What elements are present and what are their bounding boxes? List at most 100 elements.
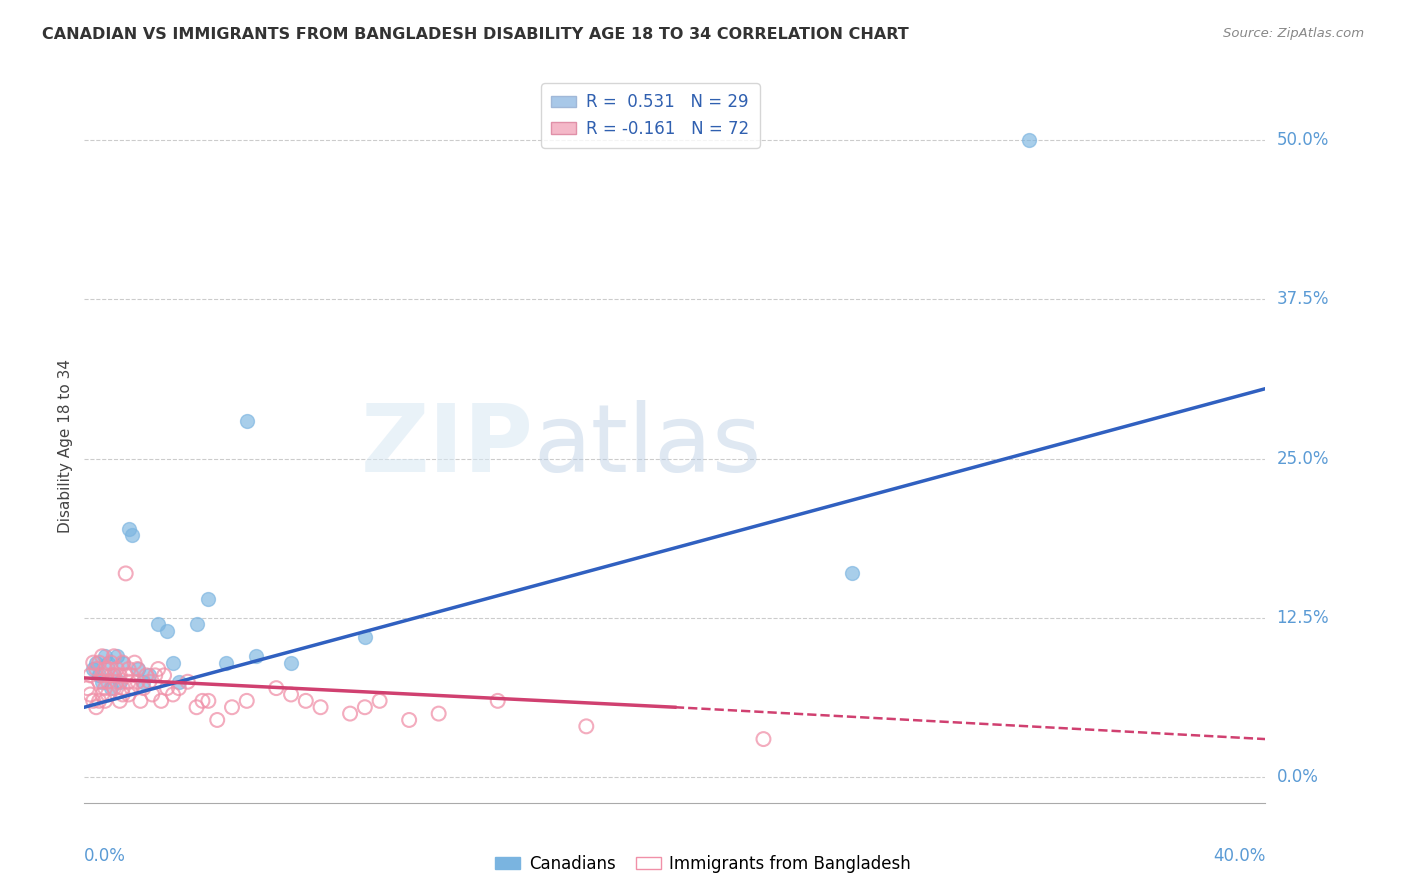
Point (108, 694, 131, 708)
Text: Source: ZipAtlas.com: Source: ZipAtlas.com (1223, 27, 1364, 40)
Point (97, 662, 120, 676)
Point (752, 732, 775, 747)
Point (84, 656, 107, 670)
Point (118, 688, 141, 702)
Point (575, 719, 598, 733)
Point (141, 688, 163, 702)
Point (103, 649, 125, 664)
Text: 50.0%: 50.0% (1277, 131, 1329, 149)
Point (82, 656, 104, 670)
Point (91, 668, 114, 682)
Point (309, 700, 332, 714)
Point (103, 668, 125, 682)
Point (91, 674, 114, 689)
Point (129, 694, 152, 708)
Point (94, 649, 117, 664)
Point (114, 668, 136, 682)
Point (87, 674, 111, 689)
Point (114, 566, 136, 581)
Point (100, 681, 122, 695)
Point (94, 694, 117, 708)
Point (156, 624, 179, 638)
Point (235, 413, 259, 427)
Text: atlas: atlas (533, 400, 762, 492)
Point (94, 662, 117, 676)
Point (121, 681, 143, 695)
Point (82, 694, 104, 708)
Point (841, 566, 863, 581)
Point (427, 706, 450, 721)
Point (215, 656, 238, 670)
Point (221, 700, 243, 714)
Point (103, 668, 125, 682)
Point (87, 656, 111, 670)
Text: 25.0%: 25.0% (1277, 450, 1329, 467)
Point (79, 688, 101, 702)
Point (143, 668, 166, 682)
Point (132, 681, 155, 695)
Legend: Canadians, Immigrants from Bangladesh: Canadians, Immigrants from Bangladesh (489, 848, 917, 880)
Point (295, 694, 318, 708)
Point (138, 674, 160, 689)
Text: 37.5%: 37.5% (1277, 291, 1329, 309)
Point (280, 656, 302, 670)
Point (162, 688, 184, 702)
Text: 0.0%: 0.0% (1277, 768, 1319, 787)
Point (111, 681, 134, 695)
Point (97, 674, 120, 689)
Point (118, 662, 141, 676)
Point (167, 674, 190, 689)
Point (368, 694, 391, 708)
Point (91, 649, 114, 664)
Point (105, 662, 128, 676)
Point (118, 522, 141, 536)
Point (354, 700, 377, 714)
Point (97, 656, 120, 670)
Point (156, 681, 179, 695)
Point (100, 656, 122, 670)
Point (148, 662, 170, 676)
Point (148, 617, 170, 632)
Point (197, 591, 219, 606)
Point (97, 688, 120, 702)
Point (197, 694, 219, 708)
Point (84, 662, 107, 676)
Text: 12.5%: 12.5% (1277, 609, 1329, 627)
Text: CANADIAN VS IMMIGRANTS FROM BANGLADESH DISABILITY AGE 18 TO 34 CORRELATION CHART: CANADIAN VS IMMIGRANTS FROM BANGLADESH D… (42, 27, 908, 42)
Point (162, 656, 184, 670)
Point (245, 649, 267, 664)
Point (264, 681, 288, 695)
Point (354, 630, 377, 644)
Point (103, 681, 125, 695)
Point (135, 668, 157, 682)
Point (186, 700, 208, 714)
Point (82, 662, 104, 676)
Point (127, 662, 149, 676)
Point (91, 688, 114, 702)
Point (100, 668, 122, 682)
Point (339, 706, 361, 721)
Point (486, 694, 509, 708)
Point (84, 700, 107, 714)
Point (132, 674, 155, 689)
Point (121, 528, 143, 542)
Point (87, 694, 111, 708)
Point (111, 688, 134, 702)
Point (150, 694, 173, 708)
Point (205, 713, 228, 727)
Point (105, 649, 128, 664)
Point (118, 674, 141, 689)
Point (1018, 133, 1040, 147)
Point (87, 668, 111, 682)
Point (76, 681, 98, 695)
Point (138, 668, 160, 682)
Point (398, 713, 420, 727)
Point (153, 668, 176, 682)
Point (127, 662, 149, 676)
Point (177, 674, 200, 689)
Point (280, 688, 302, 702)
Point (186, 617, 208, 632)
Legend: R =  0.531   N = 29, R = -0.161   N = 72: R = 0.531 N = 29, R = -0.161 N = 72 (541, 83, 759, 147)
Y-axis label: Disability Age 18 to 34: Disability Age 18 to 34 (58, 359, 73, 533)
Point (108, 668, 131, 682)
